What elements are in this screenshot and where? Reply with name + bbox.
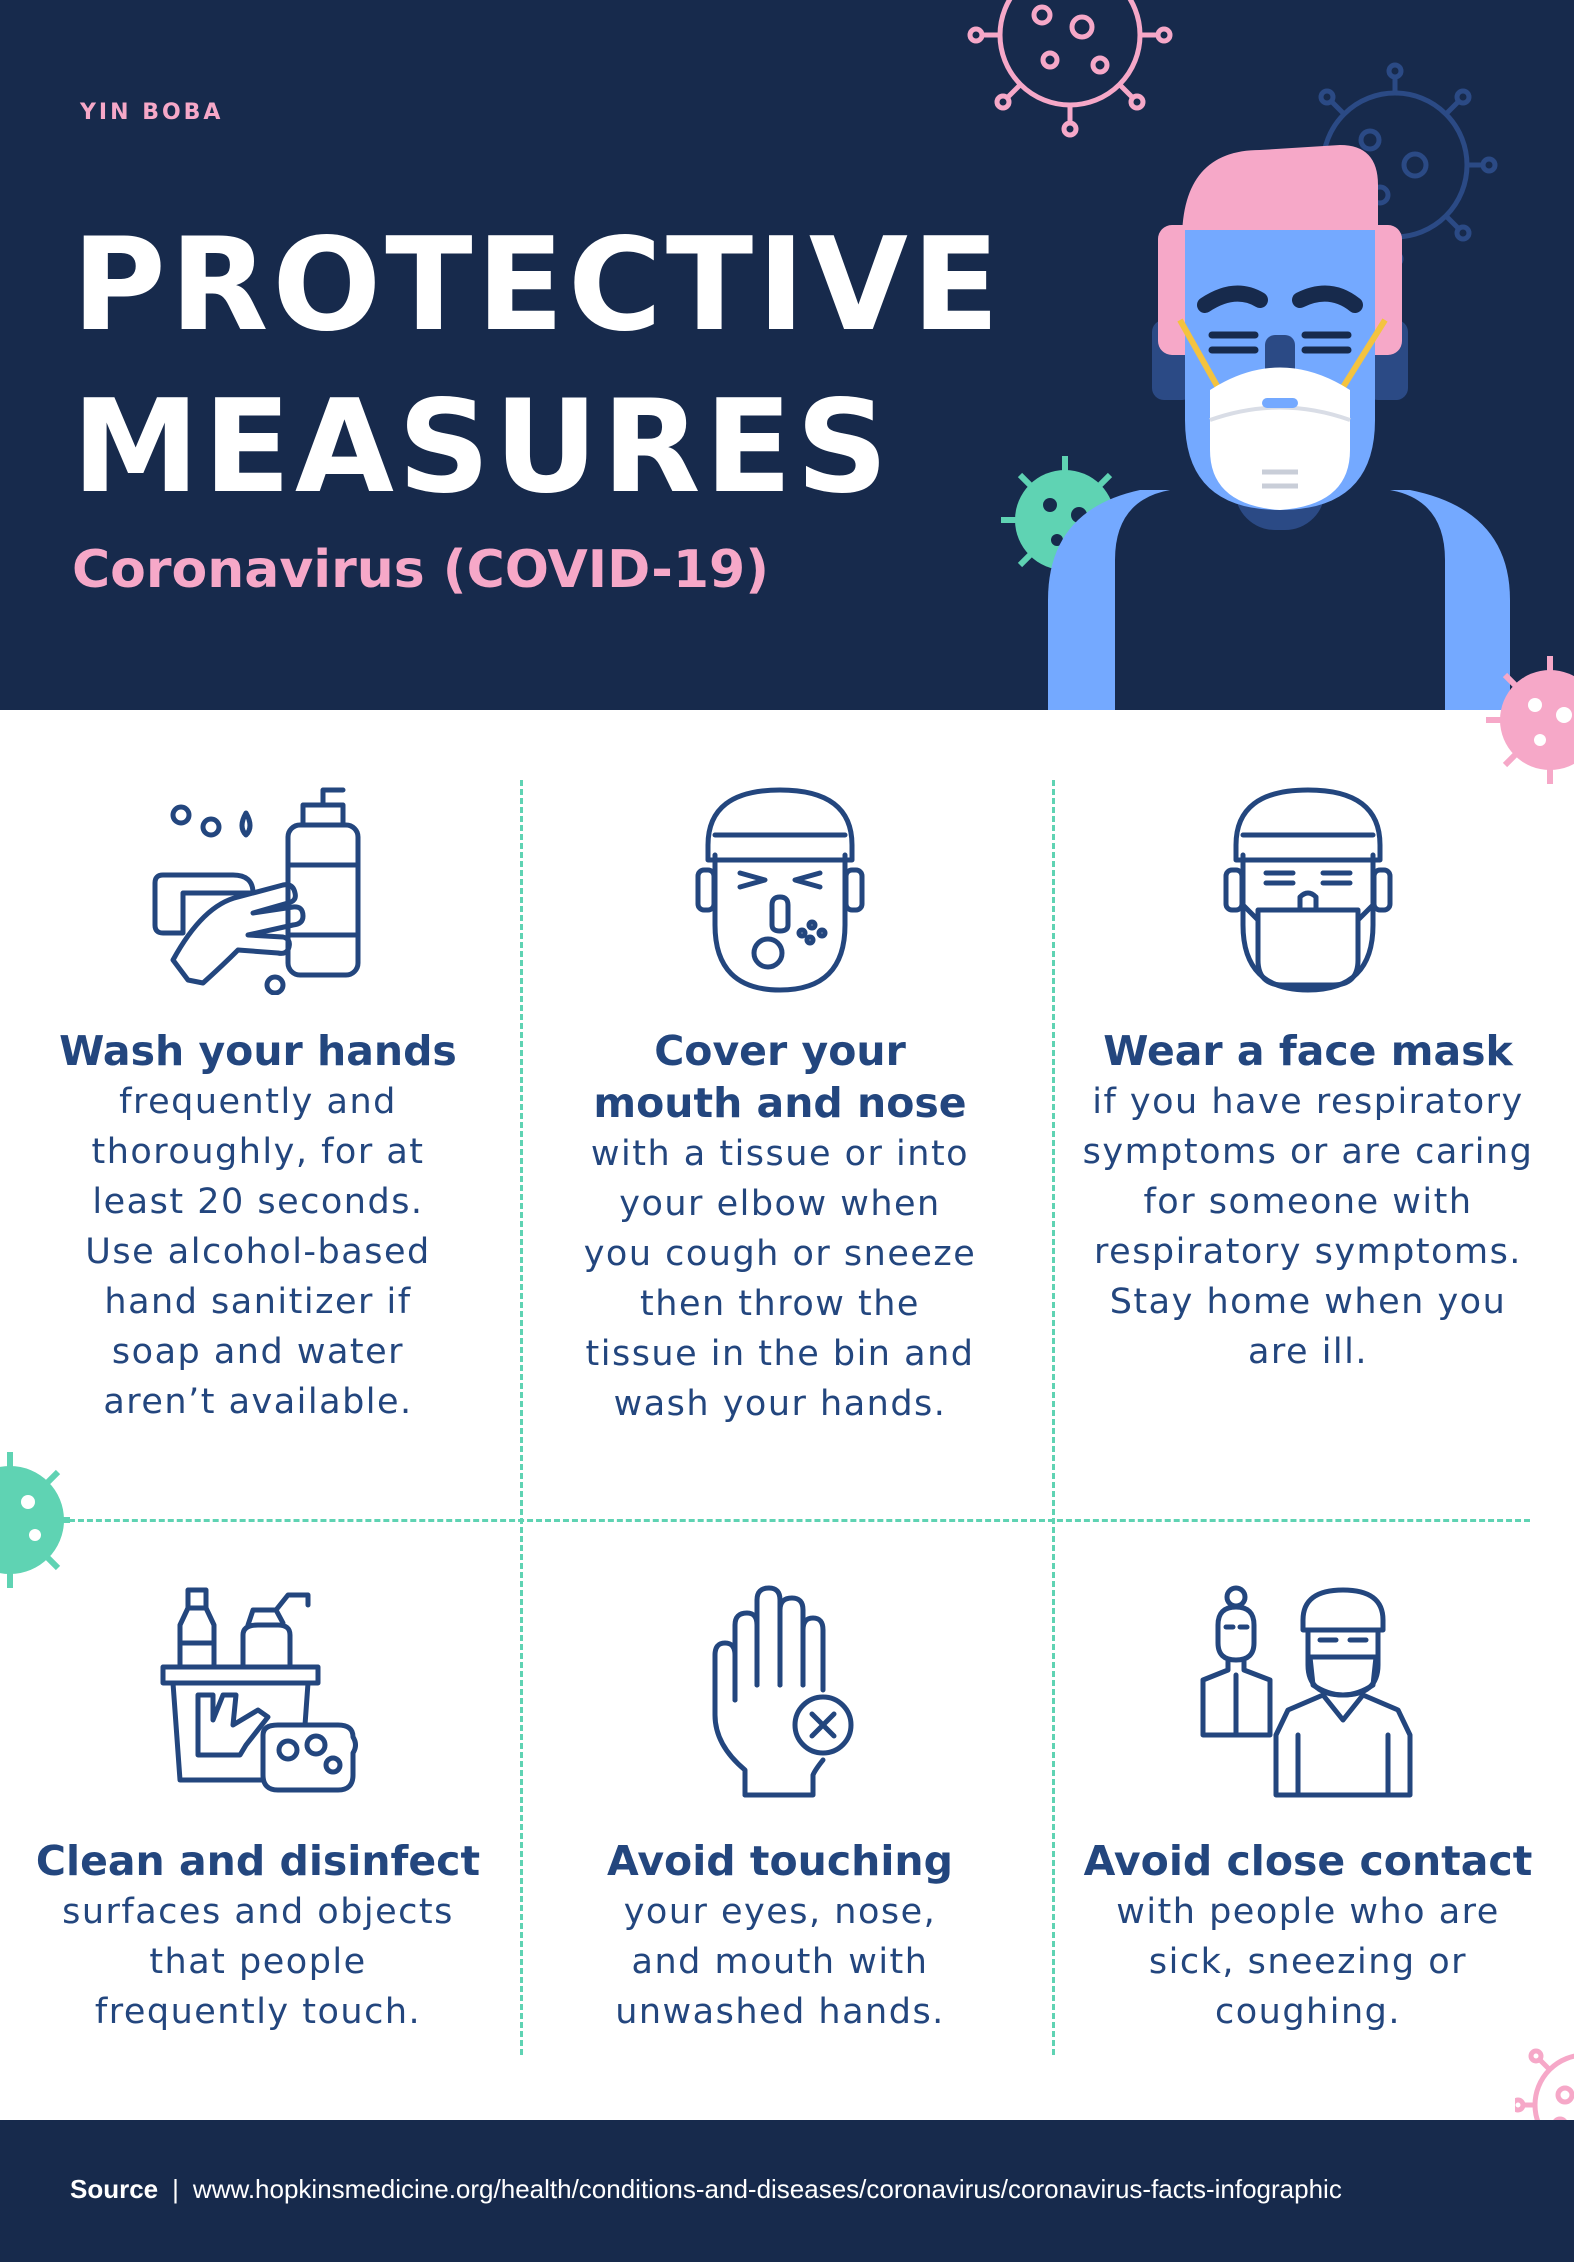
sneezing-face-icon (695, 787, 865, 993)
page-subtitle: Coronavirus (COVID-19) (72, 540, 769, 600)
title-line-2: MEASURES (72, 373, 893, 522)
body-line: Use alcohol-based (85, 1232, 431, 1272)
body-line: symptoms or are caring (1082, 1132, 1534, 1172)
body-line: wash your hands. (613, 1384, 947, 1424)
virus-pink-icon (1486, 656, 1574, 784)
body-line: frequently touch. (94, 1992, 422, 2032)
source-label: Source (70, 2174, 159, 2204)
body-line: then throw the (640, 1284, 920, 1324)
body-line: with people who are (1116, 1892, 1500, 1932)
body-line: with a tissue or into (590, 1134, 970, 1174)
body-line: Stay home when you (1109, 1282, 1507, 1322)
measure-body: with people who are sick, sneezing or co… (1068, 1887, 1548, 2037)
body-line: surfaces and objects (62, 1892, 454, 1932)
measure-cover-mouth: Cover your mouth and nose with a tissue … (540, 785, 1020, 1429)
measure-heading: Cover your mouth and nose (540, 1025, 1020, 1129)
measure-avoid-contact: Avoid close contact with people who are … (1068, 1585, 1548, 2037)
page-title: PROTECTIVE MEASURES (72, 205, 1003, 529)
measure-heading: Avoid touching (607, 1837, 953, 1885)
virus-outline-pink-icon (967, 0, 1173, 138)
body-line: are ill. (1247, 1332, 1369, 1372)
measure-body: frequently and thoroughly, for at least … (18, 1077, 498, 1427)
body-line: and mouth with (631, 1942, 929, 1982)
body-line: aren’t available. (103, 1382, 413, 1422)
body-line: frequently and (119, 1082, 397, 1122)
body-line: sick, sneezing or (1148, 1942, 1468, 1982)
hand-washing-icon (152, 787, 361, 995)
masked-man-illustration (967, 0, 1510, 710)
heading-line: mouth and nose (593, 1079, 967, 1127)
measure-heading: Wash your hands (59, 1027, 457, 1075)
source-citation: Source | www.hopkinsmedicine.org/health/co… (70, 2174, 1342, 2205)
measure-avoid-touching: Avoid touching your eyes, nose, and mout… (540, 1585, 1020, 2037)
divider-vertical (1052, 780, 1055, 2055)
header-banner: YIN BOBA PROTECTIVE MEASURES Coronavirus… (0, 0, 1574, 710)
body-line: that people (149, 1942, 367, 1982)
measure-body: if you have respiratory symptoms or are … (1068, 1077, 1548, 1377)
body-line: you cough or sneeze (583, 1234, 977, 1274)
hand-x-icon (712, 1585, 854, 1798)
divider-horizontal (60, 1519, 1530, 1522)
measure-face-mask: Wear a face mask if you have respiratory… (1068, 785, 1548, 1377)
source-url: www.hopkinsmedicine.org/health/condition… (192, 2174, 1342, 2204)
measure-body: surfaces and objects that people frequen… (18, 1887, 498, 2037)
body-line: hand sanitizer if (104, 1282, 412, 1322)
body-line: tissue in the bin and (585, 1334, 975, 1374)
body-line: least 20 seconds. (92, 1182, 424, 1222)
measure-heading: Avoid close contact (1083, 1837, 1533, 1885)
measure-body: your eyes, nose, and mouth with unwashed… (540, 1887, 1020, 2037)
body-line: unwashed hands. (615, 1992, 945, 2032)
divider-vertical (520, 780, 523, 2055)
body-line: thoroughly, for at (91, 1132, 425, 1172)
body-line: coughing. (1215, 1992, 1401, 2032)
footer: Source | www.hopkinsmedicine.org/health/co… (0, 2120, 1574, 2262)
measure-heading: Clean and disinfect (35, 1837, 481, 1885)
cleaning-supplies-icon (160, 1587, 358, 1793)
body-line: your eyes, nose, (623, 1892, 937, 1932)
people-distance-icon (1200, 1585, 1413, 1798)
body-line: if you have respiratory (1092, 1082, 1524, 1122)
body-line: soap and water (111, 1332, 405, 1372)
body-line: respiratory symptoms. (1094, 1232, 1522, 1272)
measure-clean-disinfect: Clean and disinfect surfaces and objects… (18, 1585, 498, 2037)
body-line: for someone with (1143, 1182, 1473, 1222)
source-separator: | (172, 2174, 179, 2204)
measures-grid: Wash your hands frequently and thoroughl… (0, 710, 1574, 2120)
measure-body: with a tissue or into your elbow when yo… (540, 1129, 1020, 1429)
body-line: your elbow when (619, 1184, 941, 1224)
measure-heading: Wear a face mask (1103, 1027, 1513, 1075)
heading-line: Cover your (654, 1027, 906, 1075)
brand-name: YIN BOBA (80, 100, 224, 125)
virus-teal-left-icon (0, 1452, 70, 1588)
masked-face-icon (1223, 787, 1393, 993)
measure-wash-hands: Wash your hands frequently and thoroughl… (18, 785, 498, 1427)
title-line-1: PROTECTIVE (72, 211, 1004, 360)
